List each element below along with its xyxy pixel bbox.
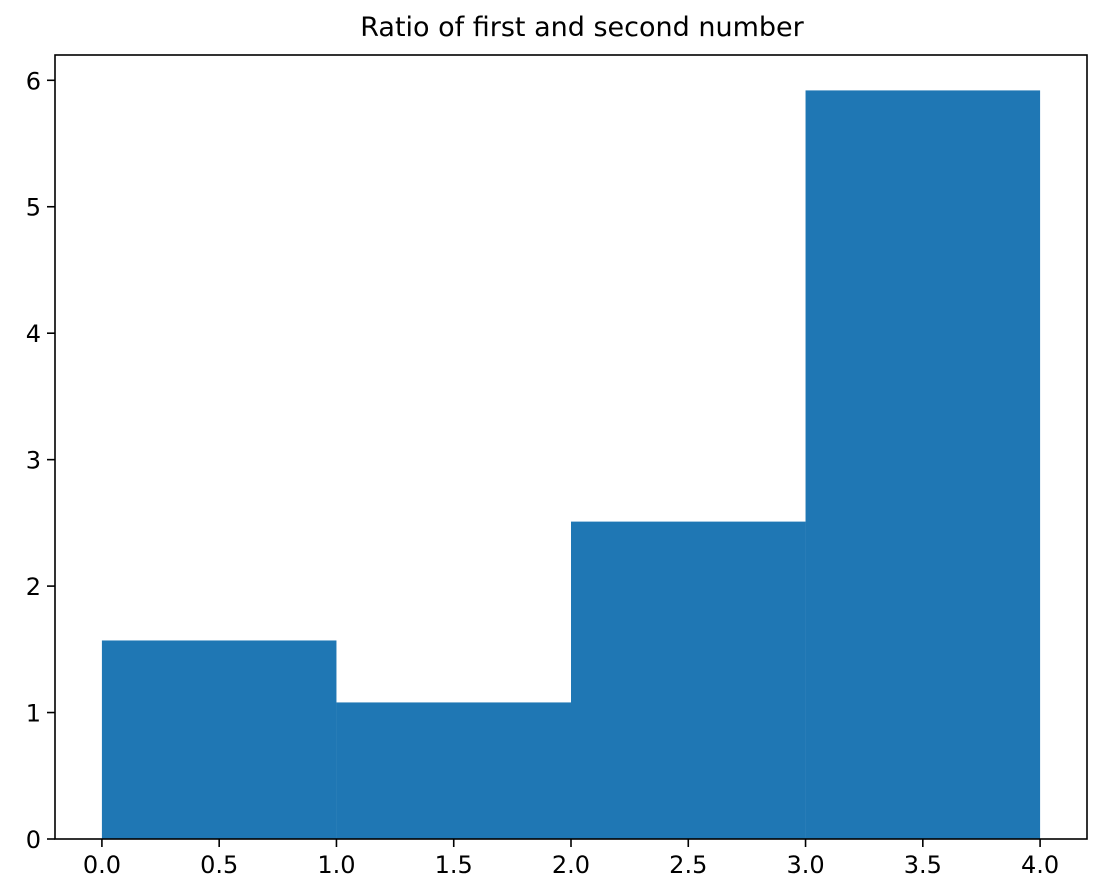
y-tick-label: 4: [26, 320, 41, 348]
y-tick-label: 6: [26, 67, 41, 95]
x-tick-label: 1.5: [435, 851, 473, 879]
y-tick-label: 0: [26, 826, 41, 854]
x-tick-label: 0.0: [83, 851, 121, 879]
histogram-bar: [101, 640, 337, 839]
x-tick-label: 2.5: [669, 851, 707, 879]
histogram-bar: [571, 521, 806, 839]
y-tick-label: 1: [26, 700, 41, 728]
chart-title: Ratio of first and second number: [360, 12, 804, 43]
x-tick-label: 2.0: [552, 851, 590, 879]
x-tick-label: 3.5: [904, 851, 942, 879]
histogram-bar: [336, 702, 571, 839]
y-axis: 0 1 2 3 4 5 6: [26, 67, 55, 854]
y-tick-label: 3: [26, 447, 41, 475]
y-tick-label: 5: [26, 194, 41, 222]
x-tick-label: 1.0: [317, 851, 355, 879]
y-tick-label: 2: [26, 573, 41, 601]
x-axis: 0.0 0.5 1.0 1.5 2.0 2.5 3.0 3.5 4.0: [83, 839, 1059, 879]
plot-frame: [54, 54, 1088, 840]
x-tick-label: 4.0: [1021, 851, 1059, 879]
x-tick-label: 0.5: [200, 851, 238, 879]
x-tick-label: 3.0: [786, 851, 824, 879]
histogram-bar: [805, 90, 1041, 840]
bars-layer: [101, 90, 1041, 840]
